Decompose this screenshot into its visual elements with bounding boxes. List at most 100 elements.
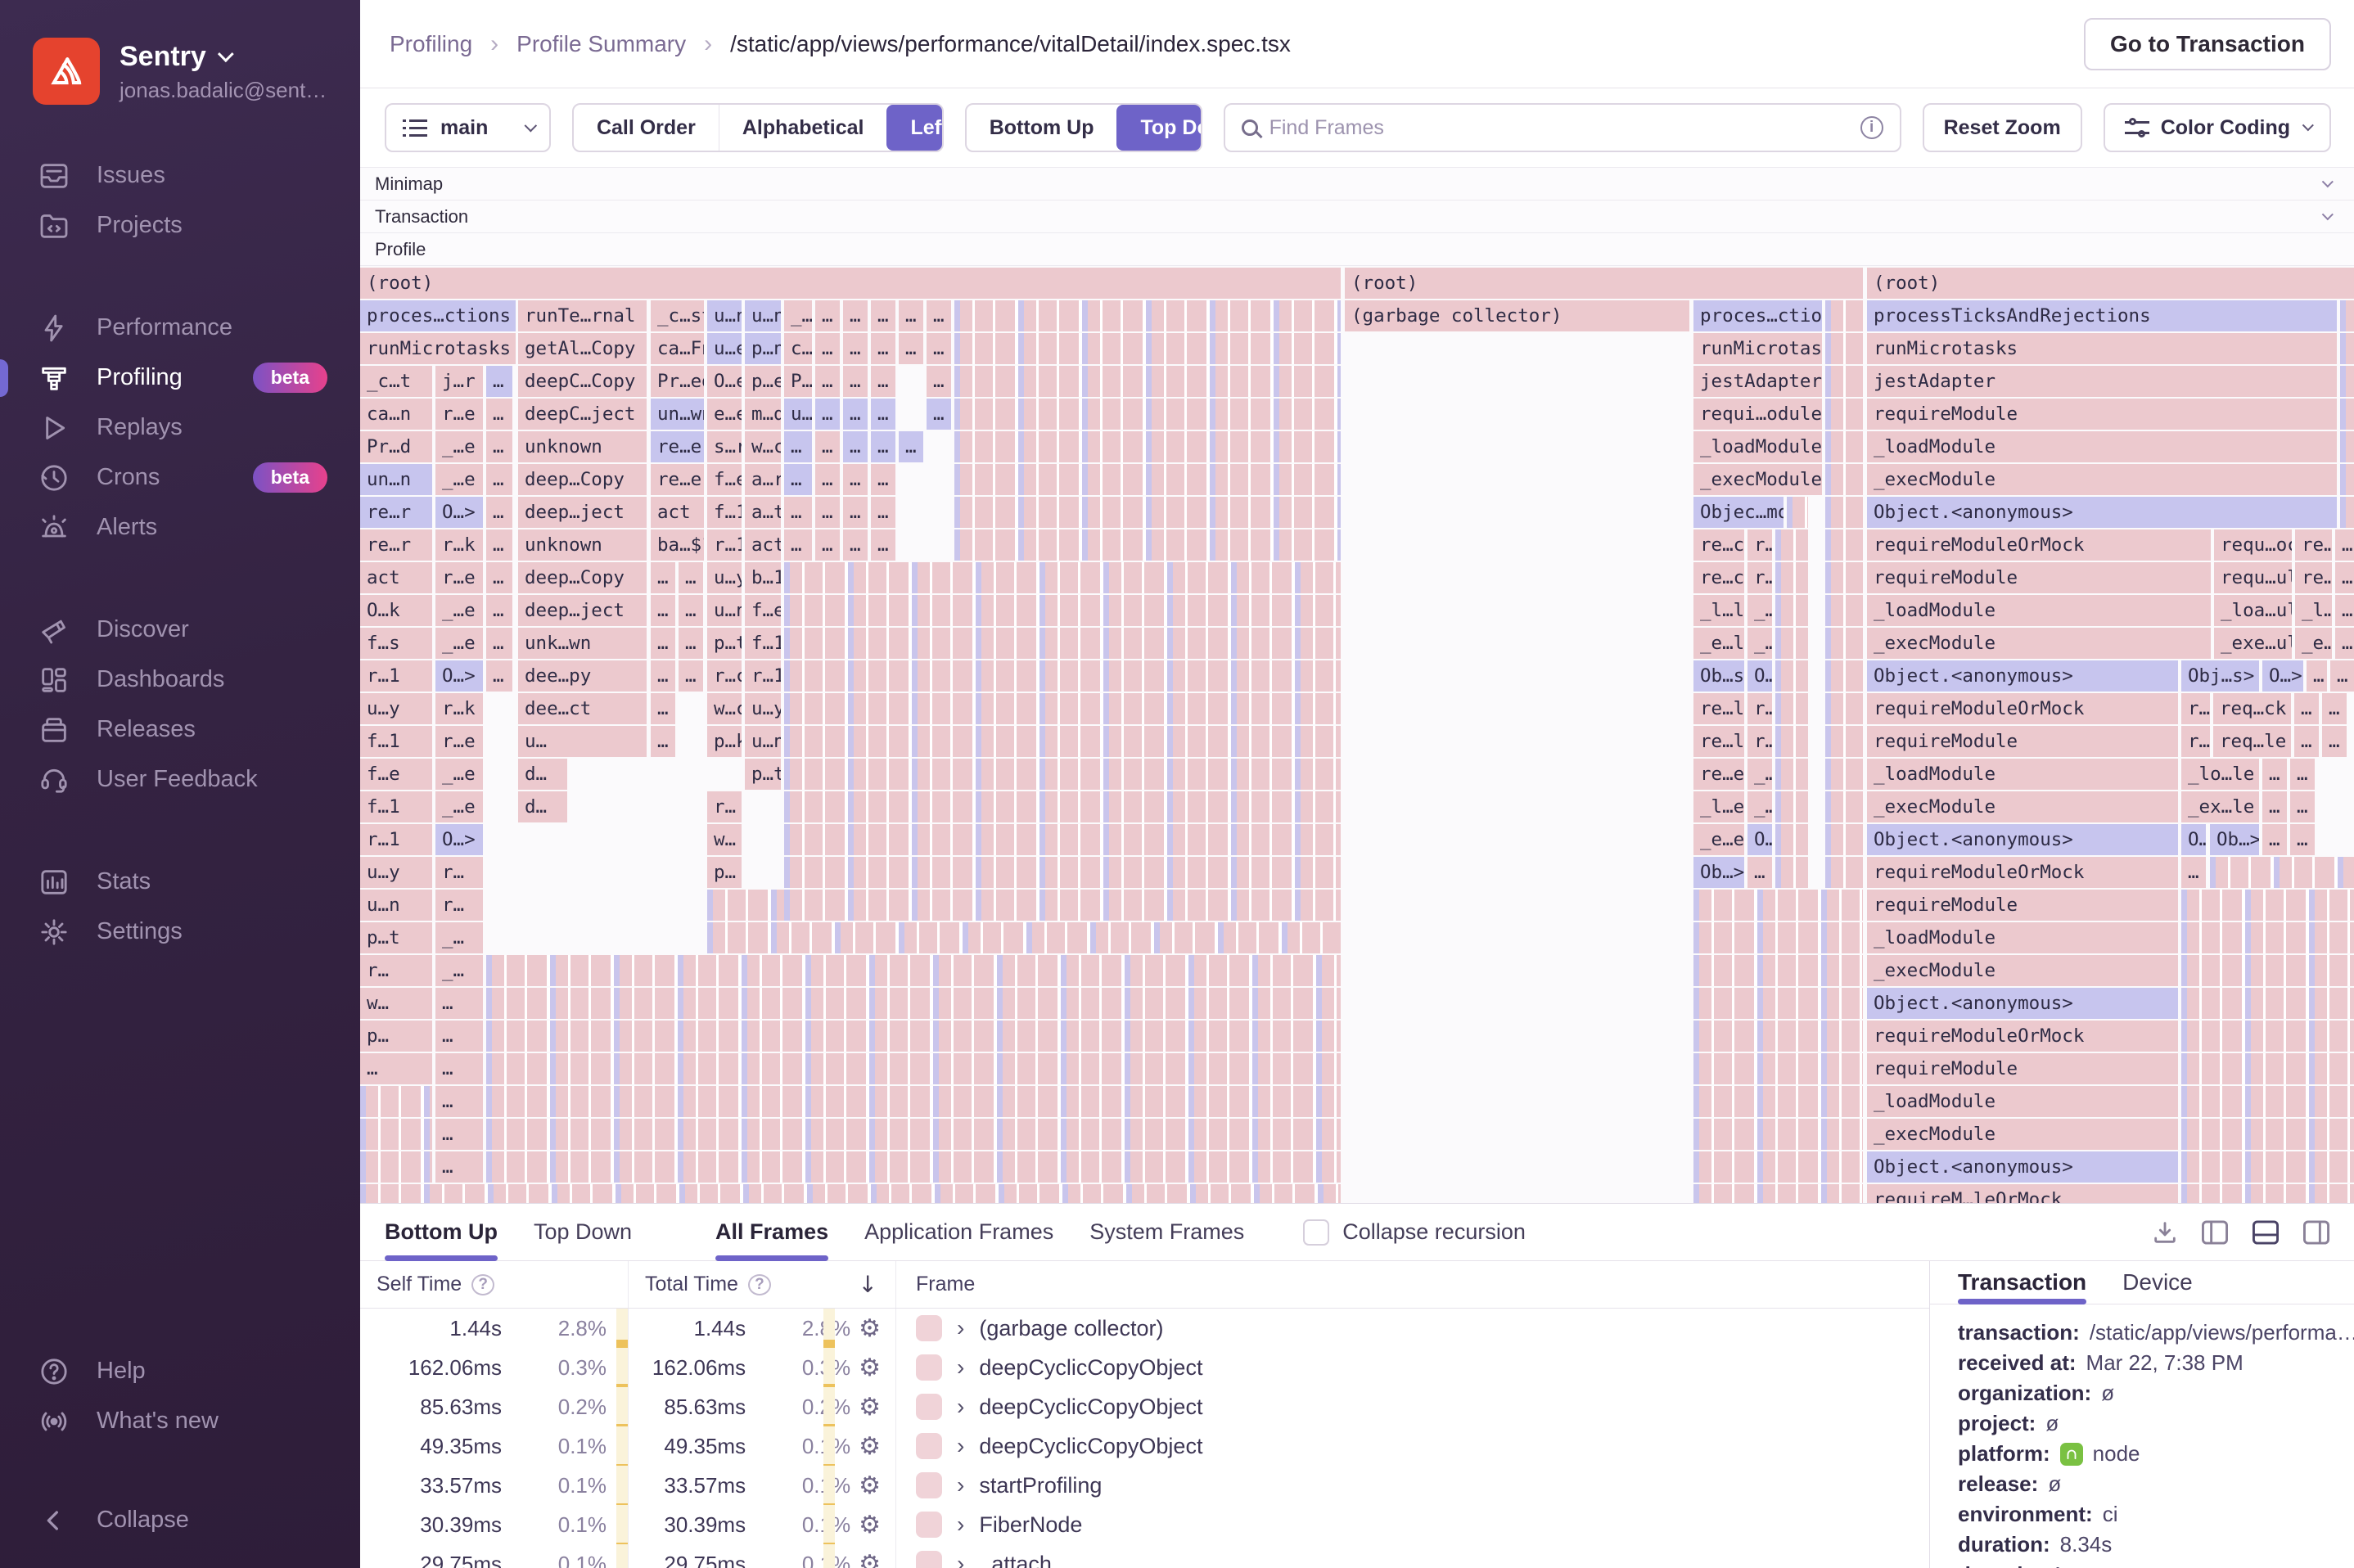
flame-frame[interactable]: re…r [360, 529, 432, 561]
flame-frame[interactable]: p…t [745, 759, 781, 790]
flame-frame[interactable]: f…1 [360, 791, 432, 822]
flame-frame[interactable]: … [651, 660, 675, 692]
flame-frame[interactable]: … [843, 333, 868, 364]
flame-frame[interactable]: e…e [707, 399, 742, 430]
flame-frame-cluster[interactable] [1693, 988, 1863, 1019]
flame-frame[interactable]: re…l [1693, 726, 1744, 757]
flame-frame[interactable]: p… [360, 1021, 432, 1052]
flame-frame-cluster[interactable] [1825, 595, 1863, 626]
flame-frame[interactable]: r…e [435, 726, 483, 757]
flame-frame[interactable]: r… [360, 955, 432, 986]
gear-icon[interactable]: ⚙ [859, 1313, 881, 1343]
flame-frame[interactable]: … [486, 595, 512, 626]
flame-frame[interactable]: O…k [360, 595, 432, 626]
flame-frame[interactable]: _… [1747, 595, 1772, 626]
flame-frame-cluster[interactable] [1775, 824, 1808, 855]
download-icon[interactable] [2151, 1219, 2179, 1246]
flame-frame[interactable]: _… [1747, 791, 1772, 822]
flame-frame-cluster[interactable] [1775, 628, 1808, 659]
flame-frame[interactable]: deep…ject [518, 595, 647, 626]
table-row[interactable]: 85.63ms 0.2% 85.63ms 0.2% ⚙ › deepCyclicCopyOb… [360, 1387, 1929, 1426]
flame-frame[interactable]: … [927, 333, 951, 364]
flame-frame-cluster[interactable] [486, 1021, 1341, 1052]
tab-system-frames[interactable]: System Frames [1089, 1219, 1245, 1244]
flame-frame[interactable]: (root) [360, 268, 1341, 299]
flame-frame[interactable]: O…> [2262, 660, 2303, 692]
flame-frame-cluster[interactable] [954, 431, 1341, 462]
flame-frame[interactable]: r…1 [360, 824, 432, 855]
flame-frame[interactable]: … [486, 497, 512, 528]
flame-frame-cluster[interactable] [486, 955, 1341, 986]
flame-frame[interactable]: runTe…rnal [518, 300, 647, 331]
flame-frame-cluster[interactable] [2181, 1184, 2354, 1203]
flame-frame[interactable]: u…n [745, 300, 781, 331]
flame-frame[interactable]: _…e [435, 628, 483, 659]
flame-frame[interactable]: requireM…leOrMock [1867, 1184, 2178, 1203]
sort-option-call-order[interactable]: Call Order [596, 115, 696, 139]
gear-icon[interactable]: ⚙ [859, 1471, 881, 1500]
tab-top-down[interactable]: Top Down [533, 1219, 633, 1244]
gear-icon[interactable]: ⚙ [859, 1353, 881, 1382]
flame-frame-cluster[interactable] [360, 1184, 1341, 1203]
flame-frame-cluster[interactable] [486, 1053, 1341, 1084]
flame-frame[interactable]: P… [784, 366, 812, 397]
flame-frame[interactable]: u…n [745, 726, 781, 757]
flame-frame[interactable]: r… [2181, 693, 2210, 724]
flame-frame-cluster[interactable] [1775, 562, 1808, 593]
flame-frame[interactable]: r… [1747, 726, 1772, 757]
flame-frame-cluster[interactable] [2181, 890, 2354, 921]
flame-frame[interactable]: r…1 [707, 529, 742, 561]
flame-frame[interactable]: … [435, 1119, 483, 1150]
flame-frame[interactable]: … [2290, 759, 2315, 790]
flame-frame[interactable]: re…l [1693, 693, 1744, 724]
flame-frame[interactable]: … [486, 431, 512, 462]
flame-frame-cluster[interactable] [1775, 759, 1808, 790]
flame-frame[interactable]: m…d [745, 399, 781, 430]
expand-chevron-icon[interactable]: › [957, 1512, 965, 1537]
flame-frame[interactable]: s…r [707, 431, 742, 462]
flame-frame[interactable]: unknown [518, 431, 647, 462]
flame-frame[interactable]: … [784, 529, 812, 561]
flame-frame-cluster[interactable] [1693, 1053, 1863, 1084]
flame-frame[interactable]: … [927, 300, 951, 331]
flame-frame[interactable]: _loadModule [1693, 431, 1822, 462]
flame-frame-cluster[interactable] [954, 497, 1341, 528]
flame-frame[interactable]: … [871, 464, 895, 495]
flame-frame[interactable]: _… [1747, 628, 1772, 659]
flame-frame[interactable]: … [2294, 693, 2319, 724]
flame-frame[interactable]: … [2290, 791, 2315, 822]
flame-frame-cluster[interactable] [784, 890, 1341, 921]
tab-all-frames[interactable]: All Frames [715, 1204, 829, 1261]
flame-frame-cluster[interactable] [954, 399, 1341, 430]
flame-frame[interactable]: … [899, 300, 923, 331]
flame-frame[interactable]: _execModule [1867, 464, 2337, 495]
flame-frame[interactable]: _e…e [2295, 628, 2332, 659]
panel-tab-transaction[interactable]: Transaction [1958, 1261, 2087, 1305]
flame-frame[interactable]: … [843, 529, 868, 561]
sidebar-item-crons[interactable]: Crons beta [0, 453, 360, 502]
flame-frame[interactable]: u…y [745, 693, 781, 724]
flame-frame[interactable]: … [1747, 857, 1772, 888]
flame-frame[interactable]: … [2335, 529, 2354, 561]
flame-frame[interactable]: … [486, 660, 512, 692]
flame-frame[interactable]: … [843, 464, 868, 495]
flame-frame-cluster[interactable] [1825, 300, 1863, 331]
flame-frame[interactable]: _… [1747, 759, 1772, 790]
flame-frame-cluster[interactable] [1825, 824, 1863, 855]
flame-frame[interactable]: Obj…s> [2181, 660, 2259, 692]
flame-frame[interactable]: … [871, 431, 895, 462]
flame-frame[interactable]: r…1 [745, 660, 781, 692]
flame-frame[interactable]: Object.<anonymous> [1867, 824, 2178, 855]
org-switcher[interactable]: Sentry jonas.badalic@sent… [0, 0, 360, 105]
flame-frame[interactable]: u…n [360, 890, 432, 921]
dock-right-icon[interactable] [2302, 1219, 2331, 1246]
flame-frame[interactable]: … [843, 300, 868, 331]
table-row[interactable]: 30.39ms 0.1% 30.39ms 0.1% ⚙ › FiberNode [360, 1505, 1929, 1544]
table-row[interactable]: 49.35ms 0.1% 49.35ms 0.1% ⚙ › deepCyclicCopyOb… [360, 1426, 1929, 1466]
flame-frame[interactable]: d… [518, 791, 567, 822]
flame-frame[interactable]: … [784, 497, 812, 528]
flame-frame-cluster[interactable] [2181, 1086, 2354, 1117]
direction-option-bottom-up[interactable]: Bottom Up [989, 115, 1094, 139]
flame-frame-cluster[interactable] [784, 628, 1341, 659]
flame-frame[interactable]: re…ck [1693, 562, 1744, 593]
